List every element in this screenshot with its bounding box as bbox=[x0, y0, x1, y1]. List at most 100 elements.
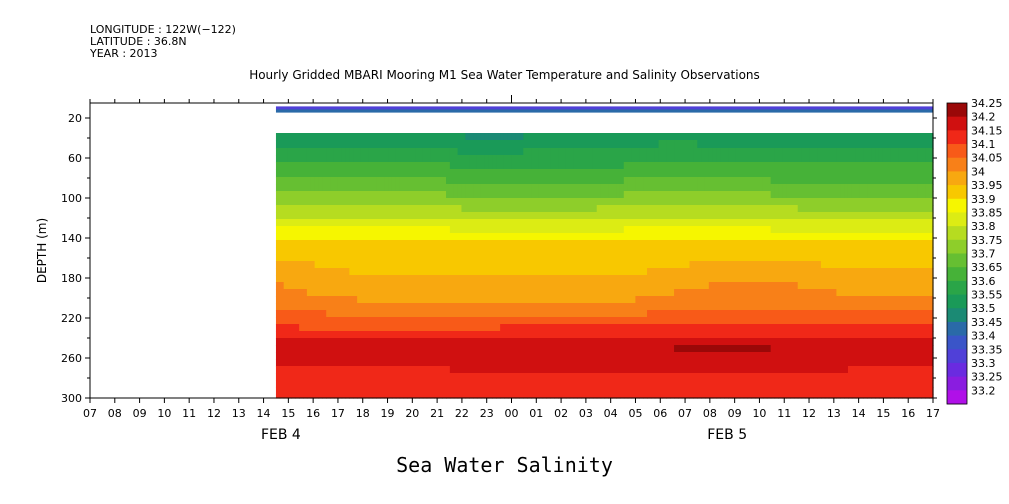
heatmap-cell bbox=[813, 303, 818, 311]
heatmap-cell bbox=[770, 331, 776, 339]
heatmap-cell bbox=[701, 169, 706, 178]
heatmap-cell bbox=[631, 205, 636, 213]
heatmap-cell bbox=[341, 162, 347, 170]
heatmap-cell bbox=[828, 275, 834, 283]
heatmap-cell bbox=[836, 155, 841, 163]
heatmap-cell bbox=[511, 303, 517, 311]
heatmap-cell bbox=[627, 133, 633, 141]
heatmap-cell bbox=[902, 331, 907, 339]
heatmap-cell bbox=[817, 282, 822, 290]
heatmap-cell bbox=[596, 148, 602, 156]
heatmap-cell bbox=[840, 282, 845, 290]
heatmap-cell bbox=[878, 133, 884, 141]
heatmap-cell bbox=[786, 133, 791, 141]
heatmap-cell bbox=[801, 140, 807, 149]
heatmap-cell bbox=[859, 140, 865, 149]
heatmap-cell bbox=[299, 133, 304, 141]
heatmap-cell bbox=[295, 296, 300, 304]
heatmap-cell bbox=[917, 133, 922, 141]
heatmap-cell bbox=[585, 219, 590, 227]
heatmap-cell bbox=[832, 219, 837, 227]
heatmap-cell bbox=[701, 177, 706, 185]
heatmap-cell bbox=[716, 212, 722, 220]
heatmap-cell bbox=[693, 254, 698, 262]
heatmap-cell bbox=[303, 261, 308, 269]
heatmap-cell bbox=[832, 282, 837, 290]
heatmap-cell bbox=[496, 169, 501, 178]
heatmap-cell bbox=[384, 240, 389, 248]
heatmap-cell bbox=[469, 155, 474, 163]
heatmap-cell bbox=[310, 331, 316, 339]
heatmap-cell bbox=[689, 261, 694, 269]
heatmap-cell bbox=[774, 169, 779, 178]
heatmap-cell bbox=[867, 289, 872, 297]
heatmap-cell bbox=[337, 296, 343, 304]
heatmap-cell bbox=[747, 198, 752, 206]
heatmap-cell bbox=[473, 169, 478, 178]
heatmap-cell bbox=[701, 212, 706, 220]
heatmap-cell bbox=[376, 331, 381, 339]
heatmap-cell bbox=[770, 155, 776, 163]
heatmap-cell bbox=[863, 296, 868, 304]
heatmap-cell bbox=[480, 140, 486, 149]
heatmap-cell bbox=[600, 275, 606, 283]
heatmap-cell bbox=[503, 254, 509, 262]
heatmap-cell bbox=[616, 226, 621, 234]
heatmap-cell bbox=[674, 247, 679, 255]
heatmap-cell bbox=[515, 324, 521, 332]
heatmap-cell bbox=[720, 162, 725, 170]
heatmap-cell bbox=[364, 282, 370, 290]
heatmap-cell bbox=[902, 155, 907, 163]
heatmap-cell bbox=[527, 198, 532, 206]
heatmap-cell bbox=[697, 254, 702, 262]
heatmap-cell bbox=[357, 133, 362, 141]
heatmap-cell bbox=[612, 310, 617, 318]
heatmap-cell bbox=[604, 240, 609, 248]
heatmap-cell bbox=[871, 148, 876, 156]
heatmap-cell bbox=[859, 324, 865, 332]
heatmap-cell bbox=[608, 177, 613, 185]
heatmap-cell bbox=[337, 140, 343, 149]
heatmap-cell bbox=[353, 324, 358, 332]
heatmap-cell bbox=[674, 289, 679, 297]
heatmap-cell bbox=[871, 303, 876, 311]
heatmap-cell bbox=[782, 261, 787, 269]
heatmap-cell bbox=[333, 254, 339, 262]
heatmap-cell bbox=[732, 148, 737, 156]
heatmap-cell bbox=[712, 155, 718, 163]
heatmap-cell bbox=[871, 282, 876, 290]
heatmap-cell bbox=[643, 205, 648, 213]
heatmap-cell bbox=[476, 205, 482, 213]
heatmap-cell bbox=[782, 289, 787, 297]
heatmap-cell bbox=[732, 177, 737, 185]
heatmap-cell bbox=[546, 226, 551, 234]
heatmap-cell bbox=[751, 212, 756, 220]
heatmap-cell bbox=[581, 148, 586, 156]
heatmap-cell bbox=[503, 140, 509, 149]
heatmap-cell bbox=[480, 155, 486, 163]
heatmap-cell bbox=[774, 226, 779, 234]
heatmap-cell bbox=[492, 275, 497, 283]
heatmap-cell bbox=[735, 331, 741, 339]
heatmap-cell bbox=[616, 162, 621, 170]
heatmap-cell bbox=[751, 289, 756, 297]
heatmap-cell bbox=[693, 184, 698, 192]
heatmap-cell bbox=[712, 247, 718, 255]
heatmap-cell bbox=[330, 177, 335, 185]
heatmap-cell bbox=[449, 184, 455, 192]
heatmap-cell bbox=[809, 282, 814, 290]
heatmap-cell bbox=[701, 133, 706, 141]
heatmap-cell bbox=[318, 317, 323, 325]
heatmap-cell bbox=[790, 317, 795, 325]
heatmap-cell bbox=[790, 177, 795, 185]
heatmap-cell bbox=[469, 268, 474, 276]
heatmap-cell bbox=[585, 303, 590, 311]
heatmap-cell bbox=[364, 184, 370, 192]
heatmap-cell bbox=[770, 140, 776, 149]
heatmap-cell bbox=[689, 296, 694, 304]
heatmap-cell bbox=[457, 226, 463, 234]
heatmap-cell bbox=[851, 212, 857, 220]
heatmap-cell bbox=[496, 331, 501, 339]
heatmap-cell bbox=[612, 155, 617, 163]
heatmap-cell bbox=[674, 198, 679, 206]
